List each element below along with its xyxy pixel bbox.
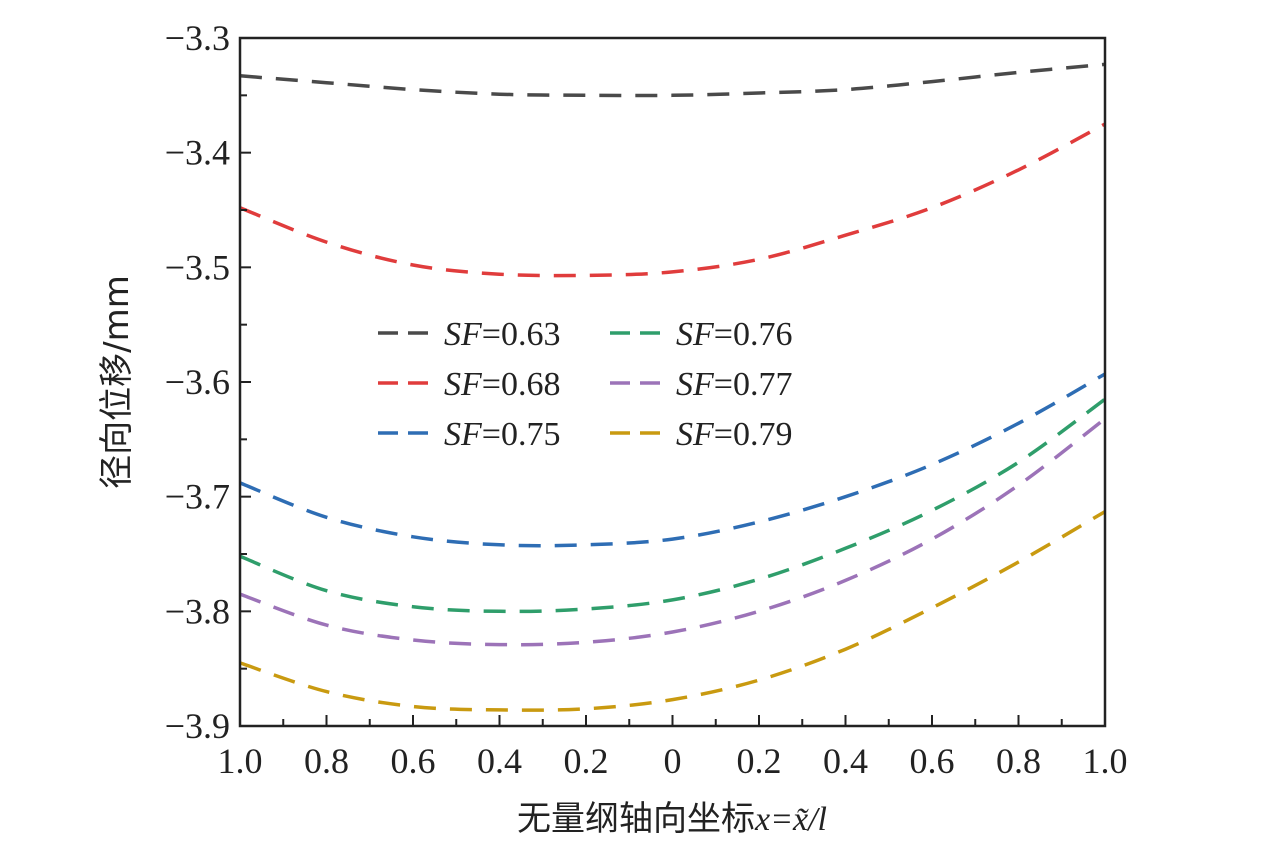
x-tick-label: 0.8 xyxy=(304,741,349,781)
legend-label: SF=0.77 xyxy=(676,366,792,403)
x-tick-label: 0.8 xyxy=(996,741,1041,781)
legend-item-5: SF=0.77 xyxy=(610,366,792,403)
legend-item-1: SF=0.63 xyxy=(378,316,560,353)
legend: SF=0.63 SF=0.68 SF=0.75 SF=0.76 SF=0.77 SF=0.… xyxy=(378,316,792,453)
y-tick-label: −3.5 xyxy=(165,247,230,287)
series-line-3 xyxy=(239,372,1106,548)
y-tick-label: −3.6 xyxy=(165,362,230,402)
x-axis-title-math: x=x̃/l xyxy=(754,801,827,838)
legend-label: SF=0.63 xyxy=(444,316,560,353)
x-tick-label: 0.2 xyxy=(564,741,609,781)
series-layer xyxy=(239,62,1107,712)
x-tick-label: 0.6 xyxy=(910,741,955,781)
legend-item-4: SF=0.76 xyxy=(610,316,792,353)
x-tick-label: 0.4 xyxy=(823,741,868,781)
legend-label: SF=0.75 xyxy=(444,416,560,453)
x-tick-label: 1.0 xyxy=(218,741,263,781)
x-axis-title: 无量纲轴向坐标x=x̃/l xyxy=(517,799,827,839)
y-tick-label: −3.8 xyxy=(165,591,230,631)
x-axis-ticks: 1.0 0.8 0.6 0.4 0.2 0 0.2 0.4 0.6 0.8 1.0 xyxy=(218,715,1128,781)
plot-frame xyxy=(238,36,1107,728)
y-axis-ticks: −3.3 −3.4 −3.5 −3.6 −3.7 −3.8 −3.9 xyxy=(165,18,251,746)
y-tick-label: −3.7 xyxy=(165,477,230,517)
x-tick-label: 0.2 xyxy=(737,741,782,781)
legend-label: SF=0.76 xyxy=(676,316,792,353)
y-tick-label: −3.9 xyxy=(165,706,230,746)
legend-label: SF=0.68 xyxy=(444,366,560,403)
series-line-1 xyxy=(239,62,1106,98)
x-tick-label: 0.6 xyxy=(391,741,436,781)
series-line-2 xyxy=(239,122,1106,278)
series-line-4 xyxy=(239,397,1107,614)
x-tick-label: 1.0 xyxy=(1083,741,1128,781)
legend-label: SF=0.79 xyxy=(676,416,792,453)
legend-item-6: SF=0.79 xyxy=(610,416,792,453)
x-tick-label: 0.4 xyxy=(477,741,522,781)
x-tick-label: 0 xyxy=(664,741,682,781)
legend-item-3: SF=0.75 xyxy=(378,416,560,453)
y-axis-title: 径向位移/mm xyxy=(97,275,137,489)
series-line-6 xyxy=(239,510,1106,712)
y-tick-label: −3.4 xyxy=(165,133,230,173)
y-tick-label: −3.3 xyxy=(165,18,230,58)
series-line-5 xyxy=(239,417,1107,647)
legend-item-2: SF=0.68 xyxy=(378,366,560,403)
x-axis-title-text: 无量纲轴向坐标 xyxy=(517,799,755,839)
